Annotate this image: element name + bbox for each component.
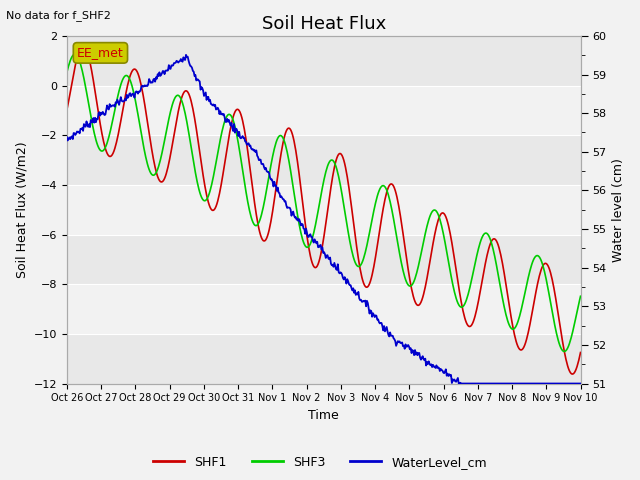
SHF1 (63, 108, 70, 113)
Line: WaterLevel_cm: WaterLevel_cm (67, 55, 580, 384)
Bar (67, 235, 580, 284)
SHF3 (296, 226, 304, 232)
SHF3 (155, 164, 163, 169)
WaterLevel_cm (196, 79, 204, 84)
SHF1 (569, 371, 577, 377)
Bar (67, 85, 580, 135)
Line: SHF3: SHF3 (67, 54, 580, 351)
Title: Soil Heat Flux: Soil Heat Flux (262, 15, 386, 33)
SHF3 (70, 51, 78, 57)
Bar (67, 284, 580, 334)
SHF3 (367, 225, 374, 231)
Text: No data for f_SHF2: No data for f_SHF2 (6, 10, 111, 21)
SHF3 (577, 293, 584, 299)
Y-axis label: Water level (cm): Water level (cm) (612, 158, 625, 262)
SHF1 (296, 179, 304, 184)
X-axis label: Time: Time (308, 409, 339, 422)
Legend: SHF1, SHF3, WaterLevel_cm: SHF1, SHF3, WaterLevel_cm (148, 451, 492, 474)
Bar (67, 185, 580, 235)
WaterLevel_cm (367, 308, 374, 313)
WaterLevel_cm (63, 134, 70, 140)
SHF1 (451, 256, 458, 262)
WaterLevel_cm (296, 219, 304, 225)
SHF3 (561, 348, 568, 354)
SHF3 (407, 283, 415, 289)
SHF1 (407, 282, 415, 288)
Bar (67, 334, 580, 384)
WaterLevel_cm (182, 52, 190, 58)
WaterLevel_cm (577, 381, 584, 386)
Bar (67, 135, 580, 185)
SHF1 (367, 278, 374, 284)
Line: SHF1: SHF1 (67, 46, 580, 374)
WaterLevel_cm (451, 377, 458, 383)
SHF1 (79, 43, 87, 48)
WaterLevel_cm (154, 72, 161, 77)
SHF1 (155, 176, 163, 182)
Y-axis label: Soil Heat Flux (W/m2): Soil Heat Flux (W/m2) (15, 142, 28, 278)
SHF3 (451, 289, 458, 295)
WaterLevel_cm (455, 381, 463, 386)
WaterLevel_cm (407, 345, 415, 351)
SHF1 (577, 349, 584, 355)
SHF3 (196, 189, 204, 195)
SHF3 (63, 70, 70, 75)
SHF1 (196, 149, 204, 155)
Text: EE_met: EE_met (77, 47, 124, 60)
Bar (67, 36, 580, 85)
